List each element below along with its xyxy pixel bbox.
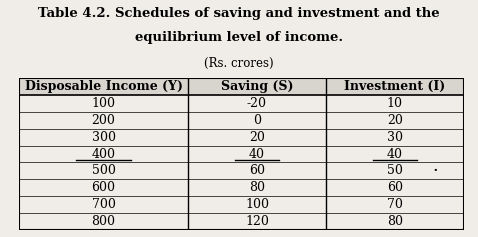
Text: 80: 80 bbox=[249, 181, 265, 194]
Bar bbox=[19, 78, 464, 95]
Text: 200: 200 bbox=[92, 114, 116, 127]
Text: 80: 80 bbox=[387, 215, 403, 228]
Text: (Rs. crores): (Rs. crores) bbox=[204, 57, 274, 70]
Text: 20: 20 bbox=[387, 114, 402, 127]
Text: Saving (S): Saving (S) bbox=[221, 80, 293, 93]
Text: 120: 120 bbox=[245, 215, 269, 228]
Text: Table 4.2. Schedules of saving and investment and the: Table 4.2. Schedules of saving and inves… bbox=[38, 7, 440, 20]
Text: Disposable Income (Y): Disposable Income (Y) bbox=[24, 80, 183, 93]
Text: 600: 600 bbox=[92, 181, 116, 194]
Text: 40: 40 bbox=[387, 148, 403, 160]
Text: 700: 700 bbox=[92, 198, 116, 211]
Text: 70: 70 bbox=[387, 198, 402, 211]
Text: ·: · bbox=[432, 162, 438, 180]
Text: 0: 0 bbox=[253, 114, 261, 127]
Text: equilibrium level of income.: equilibrium level of income. bbox=[135, 31, 343, 44]
Text: 40: 40 bbox=[249, 148, 265, 160]
Text: 20: 20 bbox=[249, 131, 265, 144]
Text: 50: 50 bbox=[387, 164, 402, 178]
Text: 800: 800 bbox=[92, 215, 116, 228]
Text: Investment (I): Investment (I) bbox=[344, 80, 445, 93]
Text: 60: 60 bbox=[249, 164, 265, 178]
Text: -20: -20 bbox=[247, 97, 267, 110]
Text: 10: 10 bbox=[387, 97, 403, 110]
Text: 400: 400 bbox=[92, 148, 116, 160]
Text: 500: 500 bbox=[92, 164, 116, 178]
Text: 300: 300 bbox=[92, 131, 116, 144]
Text: 30: 30 bbox=[387, 131, 403, 144]
Text: 100: 100 bbox=[92, 97, 116, 110]
Text: 60: 60 bbox=[387, 181, 403, 194]
Text: 100: 100 bbox=[245, 198, 269, 211]
